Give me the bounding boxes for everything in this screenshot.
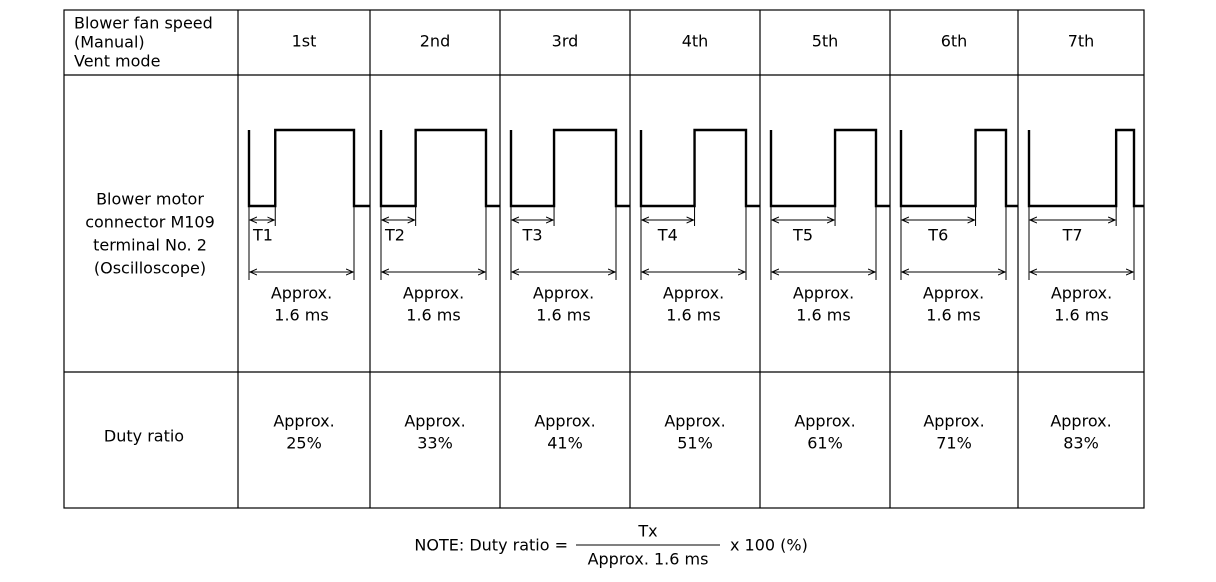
period-value: 1.6 ms bbox=[274, 306, 328, 325]
row-label: Blower motor bbox=[96, 190, 204, 209]
duty-value: 51% bbox=[677, 434, 713, 453]
waveform bbox=[509, 128, 630, 208]
period-text: Approx. bbox=[1051, 284, 1112, 303]
period-text: Approx. bbox=[271, 284, 332, 303]
period-value: 1.6 ms bbox=[796, 306, 850, 325]
row-label: connector M109 bbox=[85, 213, 215, 232]
waveform bbox=[639, 128, 760, 208]
duty-text: Approx. bbox=[534, 412, 595, 431]
period-text: Approx. bbox=[663, 284, 724, 303]
speed-label: 6th bbox=[941, 32, 968, 51]
duty-text: Approx. bbox=[664, 412, 725, 431]
extension-lines bbox=[770, 206, 877, 280]
period-value: 1.6 ms bbox=[1054, 306, 1108, 325]
speed-label: 7th bbox=[1068, 32, 1095, 51]
waveform bbox=[247, 128, 370, 208]
duty-text: Approx. bbox=[1050, 412, 1111, 431]
t-label: T5 bbox=[792, 226, 813, 245]
speed-label: 1st bbox=[292, 32, 317, 51]
duty-text: Approx. bbox=[923, 412, 984, 431]
extension-lines bbox=[900, 206, 1007, 280]
table-border bbox=[63, 9, 1145, 509]
period-text: Approx. bbox=[533, 284, 594, 303]
duty-value: 71% bbox=[936, 434, 972, 453]
row-label: terminal No. 2 bbox=[93, 236, 207, 255]
waveform bbox=[899, 128, 1018, 208]
period-value: 1.6 ms bbox=[926, 306, 980, 325]
duty-text: Approx. bbox=[404, 412, 465, 431]
period-value: 1.6 ms bbox=[536, 306, 590, 325]
header-label: Blower fan speed bbox=[74, 14, 213, 33]
period-value: 1.6 ms bbox=[666, 306, 720, 325]
speed-label: 4th bbox=[682, 32, 709, 51]
extension-lines bbox=[640, 206, 747, 280]
speed-label: 2nd bbox=[420, 32, 450, 51]
duty-text: Approx. bbox=[794, 412, 855, 431]
note-lead: NOTE: Duty ratio = bbox=[414, 536, 568, 555]
duty-value: 83% bbox=[1063, 434, 1099, 453]
speed-label: 5th bbox=[812, 32, 839, 51]
waveform bbox=[769, 128, 890, 208]
period-value: 1.6 ms bbox=[406, 306, 460, 325]
row-label: Duty ratio bbox=[104, 427, 184, 446]
note-numerator: Tx bbox=[637, 522, 657, 541]
note-tail: x 100 (%) bbox=[730, 536, 808, 555]
waveform bbox=[1027, 128, 1144, 208]
t-label: T7 bbox=[1062, 226, 1083, 245]
t-label: T2 bbox=[384, 226, 405, 245]
t-label: T1 bbox=[252, 226, 273, 245]
period-text: Approx. bbox=[923, 284, 984, 303]
header-label: (Manual) bbox=[74, 33, 145, 52]
waveform bbox=[379, 128, 500, 208]
t-label: T4 bbox=[657, 226, 678, 245]
row-label: (Oscilloscope) bbox=[94, 259, 206, 278]
t-label: T3 bbox=[522, 226, 543, 245]
duty-value: 61% bbox=[807, 434, 843, 453]
period-text: Approx. bbox=[403, 284, 464, 303]
duty-value: 33% bbox=[417, 434, 453, 453]
header-label: Vent mode bbox=[74, 52, 160, 71]
duty-value: 41% bbox=[547, 434, 583, 453]
t-label: T6 bbox=[927, 226, 948, 245]
note-denominator: Approx. 1.6 ms bbox=[588, 550, 709, 569]
speed-label: 3rd bbox=[552, 32, 579, 51]
period-text: Approx. bbox=[793, 284, 854, 303]
duty-text: Approx. bbox=[273, 412, 334, 431]
duty-value: 25% bbox=[286, 434, 322, 453]
